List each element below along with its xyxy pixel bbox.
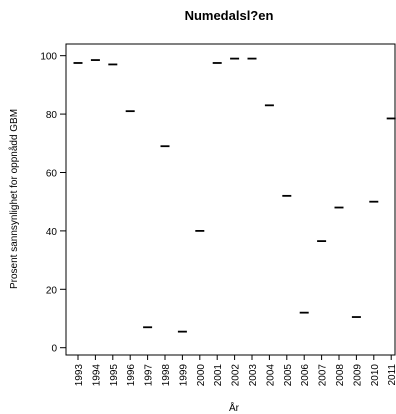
x-tick-label: 2000: [196, 364, 207, 387]
y-tick-label: 60: [46, 168, 58, 179]
chart-title: Numedalsl?en: [185, 8, 274, 23]
y-tick-label: 0: [51, 344, 57, 355]
x-tick-label: 1996: [126, 364, 137, 387]
x-tick-label: 2007: [318, 364, 329, 387]
x-tick-label: 2001: [213, 364, 224, 387]
x-tick-label: 2002: [231, 364, 242, 387]
x-tick-label: 1997: [144, 364, 155, 387]
plot-frame: [65, 43, 396, 356]
y-tick-label: 20: [46, 285, 58, 296]
x-tick-label: 2005: [283, 364, 294, 387]
x-tick-label: 2011: [387, 364, 396, 386]
x-tick-label: 1994: [91, 364, 102, 387]
x-tick-label: 2006: [300, 364, 311, 387]
x-tick-label: 1999: [178, 364, 189, 387]
data-marks: [73, 57, 396, 333]
x-tick-label: 2008: [335, 364, 346, 387]
y-axis-label: Prosent sannsynlighet for oppnådd GBM: [8, 109, 20, 289]
x-tick-label: 2003: [248, 364, 259, 387]
x-tick-label: 1993: [74, 364, 85, 387]
y-axis: 0 20 40 60 80 100: [40, 52, 66, 355]
x-axis-label: År: [229, 401, 240, 414]
y-tick-label: 40: [46, 227, 58, 238]
x-tick-label: 2004: [265, 364, 276, 387]
x-axis: 1993 1994 1995 1996 1997 1998 1999 2000 2001 2002…: [74, 355, 396, 386]
y-tick-label: 80: [46, 110, 58, 121]
x-tick-label: 2010: [370, 364, 381, 387]
x-tick-label: 1995: [109, 364, 120, 387]
y-tick-label: 100: [40, 52, 57, 63]
x-tick-label: 1998: [161, 364, 172, 387]
x-tick-label: 2009: [352, 364, 363, 387]
